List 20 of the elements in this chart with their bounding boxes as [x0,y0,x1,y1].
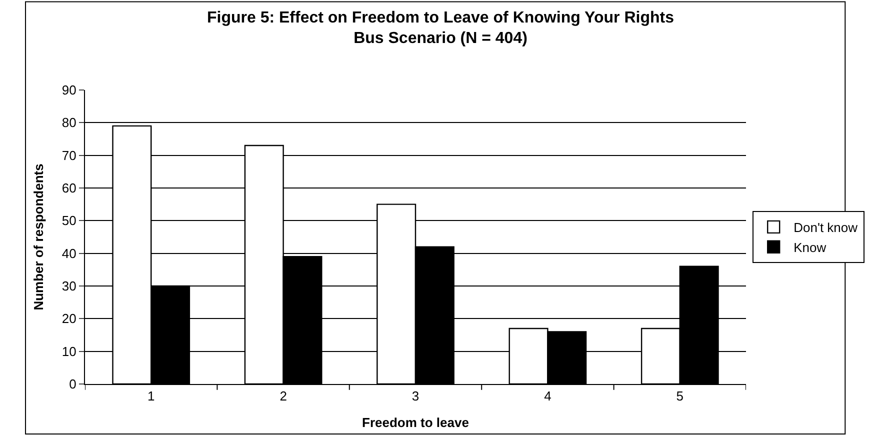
y-tick-label: 40 [62,246,76,261]
x-tick-label: 2 [280,388,287,404]
y-axis-title: Number of respondents [30,164,46,310]
x-tick-label: 1 [147,388,155,404]
y-tick-label: 70 [62,148,76,163]
legend-label: Know [794,240,827,255]
y-tick-label: 20 [62,311,76,326]
legend-label: Don't know [794,220,858,236]
x-tick-label: 5 [676,388,684,404]
x-axis-title: Freedom to leave [362,415,469,430]
y-tick-label: 10 [62,344,76,359]
y-tick-label: 60 [62,180,76,196]
x-tick-label: 4 [544,388,552,404]
y-tick-label: 0 [69,376,76,392]
chart-title: Figure 5: Effect on Freedom to Leave of Knowing Your Rights Bus Scenario (N = 404) [207,9,674,48]
y-tick-label: 30 [62,278,76,294]
y-tick-label: 90 [62,82,76,98]
x-tick-label: 3 [412,388,420,404]
y-tick-label: 50 [62,213,76,228]
y-tick-label: 80 [62,115,76,130]
